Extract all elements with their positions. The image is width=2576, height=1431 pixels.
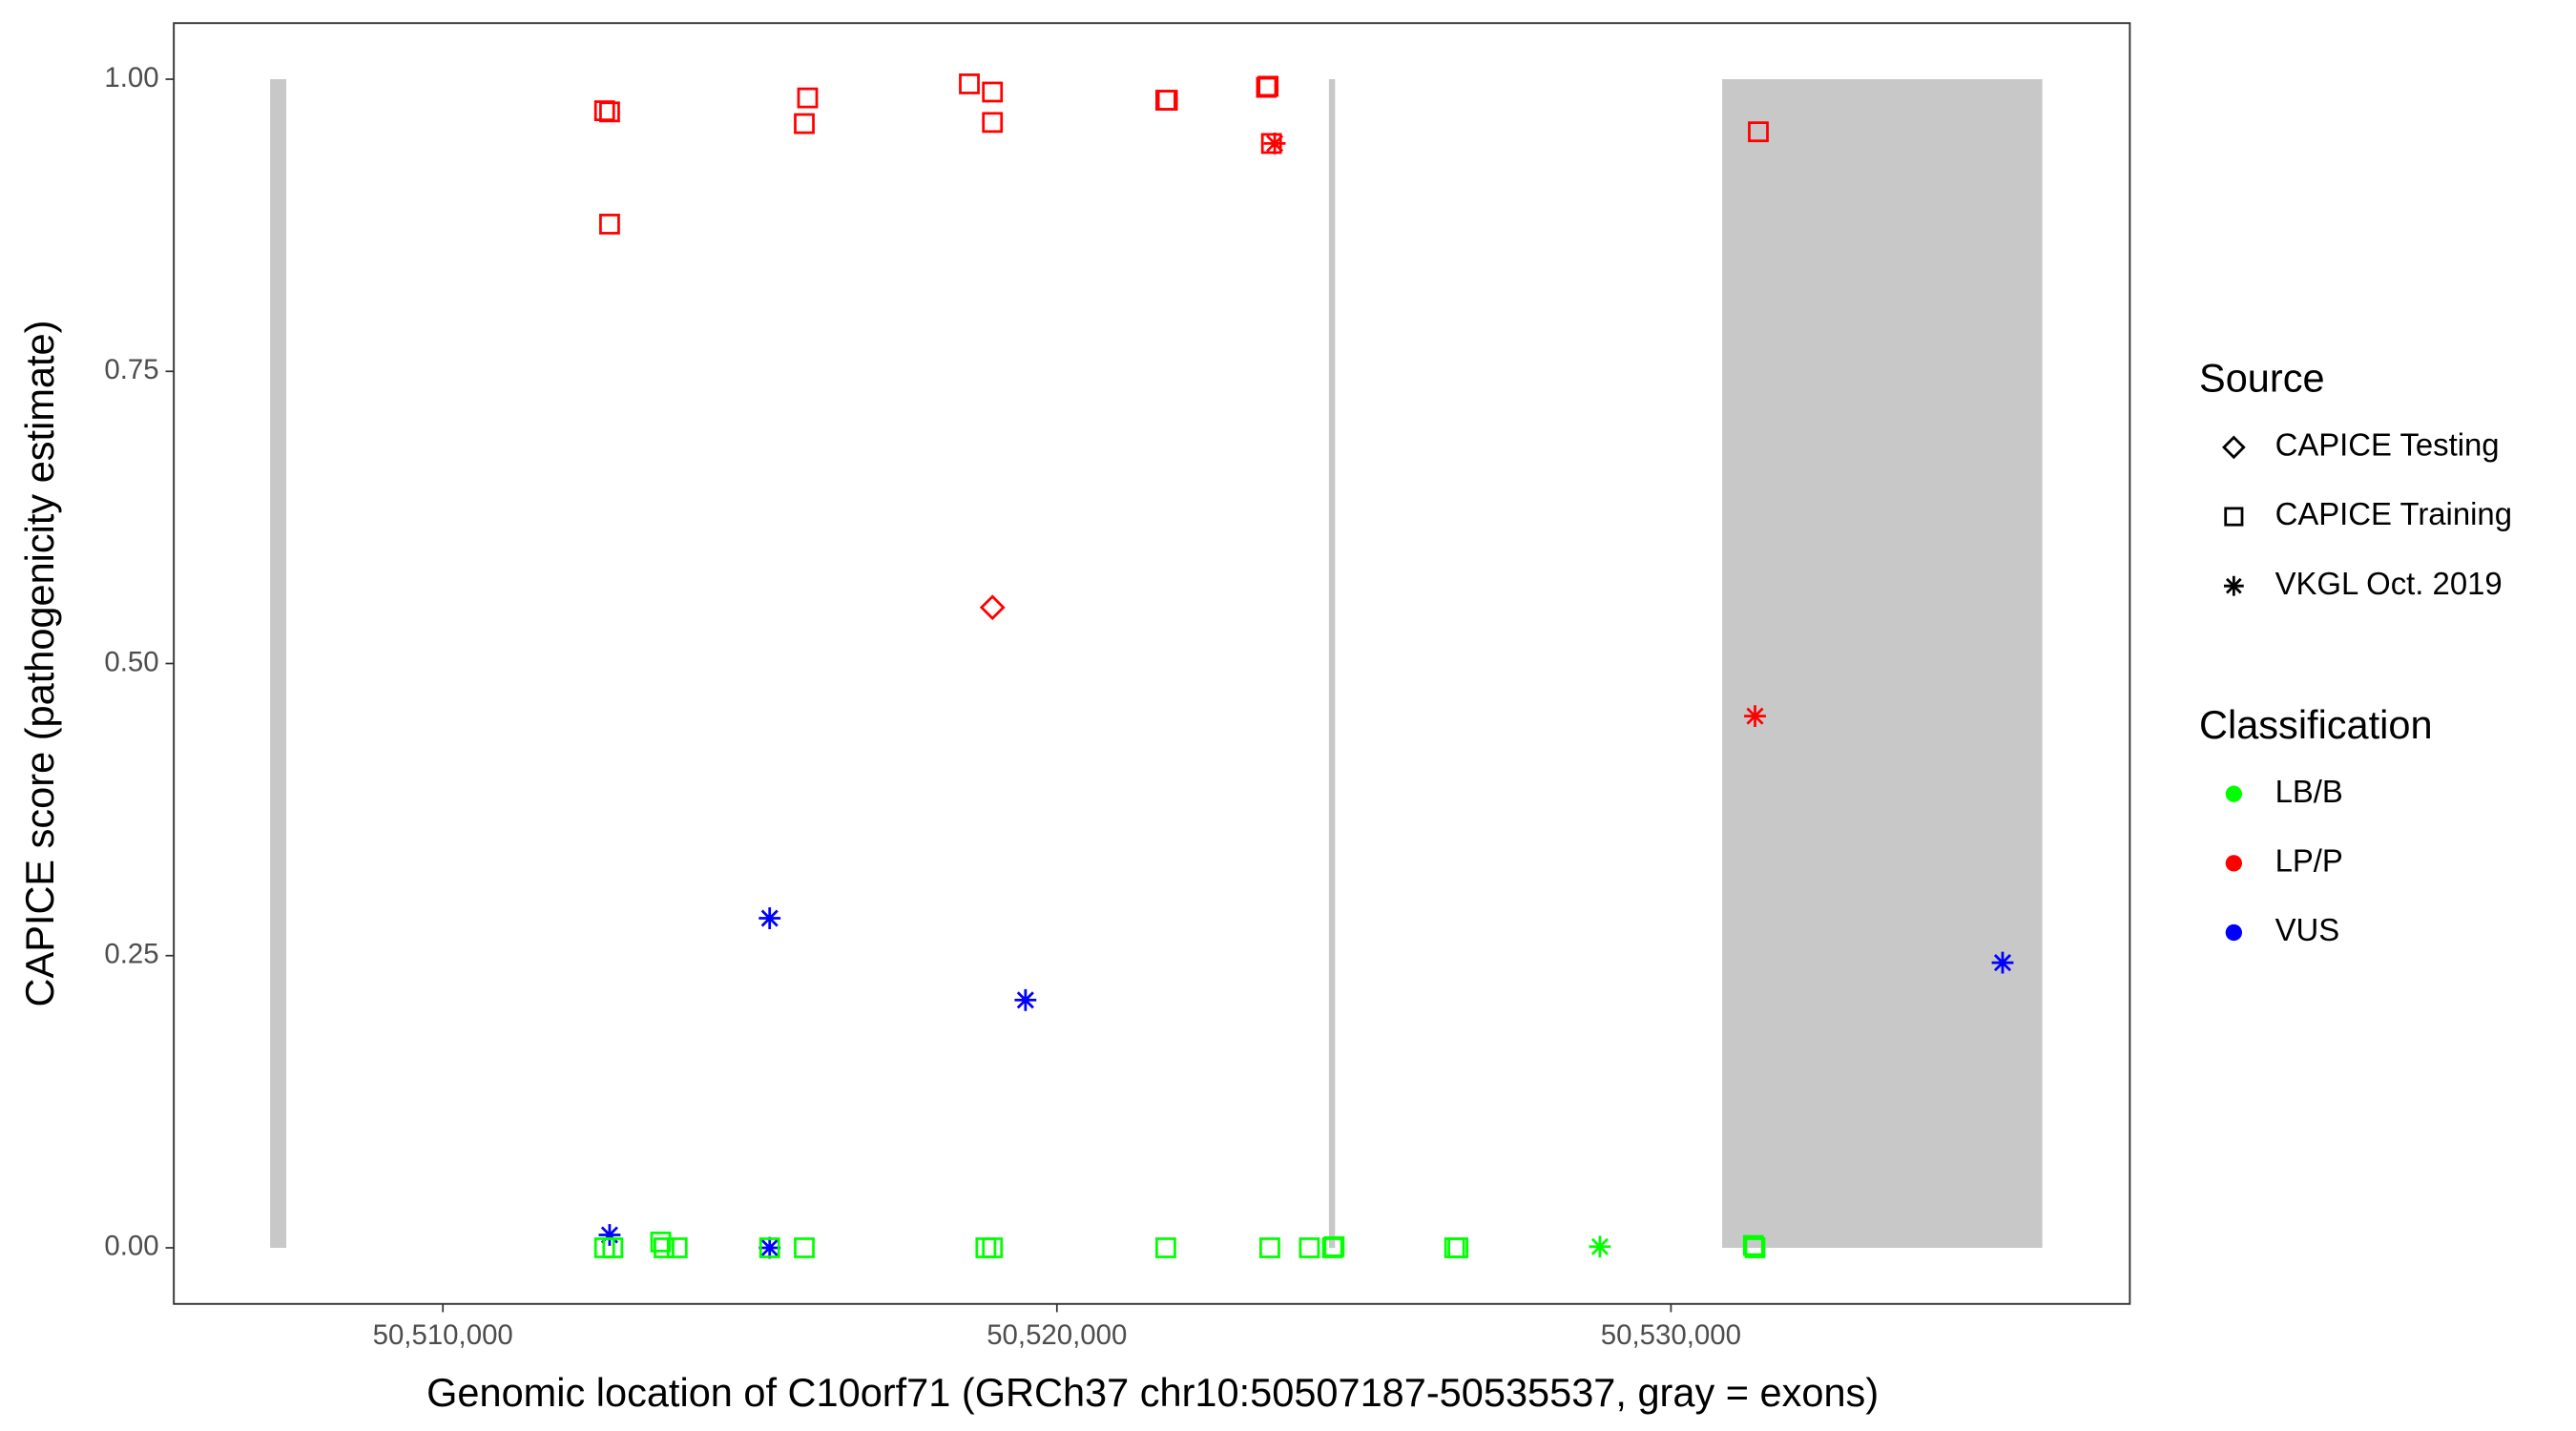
point	[982, 1237, 1004, 1258]
point	[975, 1237, 997, 1258]
y-tick-label: 0.25	[104, 939, 158, 970]
point	[794, 113, 815, 135]
point	[1298, 1237, 1320, 1258]
point	[1259, 1237, 1280, 1258]
x-tick-label: 50,530,000	[1601, 1319, 1741, 1351]
point	[794, 1237, 815, 1258]
point	[1323, 1235, 1345, 1257]
legend-symbol	[2223, 575, 2244, 596]
point	[758, 1236, 781, 1259]
legend-label: CAPICE Testing	[2275, 427, 2500, 463]
point	[593, 100, 615, 121]
point	[654, 1237, 675, 1258]
point	[599, 214, 620, 235]
point	[602, 1237, 624, 1258]
plot-border	[173, 22, 2131, 1305]
point	[598, 1224, 621, 1246]
legend-symbol	[2222, 435, 2246, 460]
point	[1991, 951, 2014, 974]
x-axis-label: Genomic location of C10orf71 (GRCh37 chr…	[426, 1370, 1879, 1415]
point	[979, 594, 1006, 621]
point	[1744, 705, 1766, 728]
legend-label: LP/P	[2275, 843, 2343, 879]
point	[1744, 1237, 1766, 1258]
point	[1156, 90, 1178, 111]
legend-label: CAPICE Training	[2275, 496, 2512, 531]
point	[666, 1237, 688, 1258]
point	[599, 101, 620, 123]
point	[982, 112, 1004, 134]
x-tick-label: 50,520,000	[987, 1319, 1127, 1351]
point	[959, 73, 980, 94]
legend-label: LB/B	[2275, 774, 2343, 809]
point	[650, 1231, 672, 1253]
y-tick-label: 0.00	[104, 1231, 158, 1262]
y-axis-label: CAPICE score (pathogenicity estimate)	[17, 321, 62, 1007]
y-tick-label: 0.50	[104, 646, 158, 677]
exon	[1328, 79, 1336, 1248]
legend-label: VUS	[2275, 912, 2340, 947]
point	[1155, 1237, 1176, 1258]
y-tick-label: 0.75	[104, 354, 158, 385]
point	[758, 907, 781, 929]
point	[1263, 132, 1286, 155]
point	[1589, 1235, 1611, 1258]
x-tick-label: 50,510,000	[373, 1319, 513, 1351]
point	[797, 87, 819, 109]
point	[1447, 1237, 1469, 1258]
exon	[1722, 79, 2043, 1248]
point	[982, 81, 1004, 103]
y-tick-label: 1.00	[104, 62, 158, 93]
point	[1742, 1234, 1764, 1256]
exon	[270, 79, 287, 1248]
legend-symbol	[2225, 923, 2242, 942]
point	[1257, 75, 1279, 97]
point	[1748, 121, 1769, 143]
legend-symbol	[2225, 855, 2242, 872]
legend-title: Source	[2199, 356, 2325, 401]
point	[758, 1237, 780, 1258]
legend-symbol	[2225, 785, 2242, 802]
legend-title: Classification	[2199, 702, 2433, 747]
legend-symbol	[2224, 507, 2244, 527]
point	[1014, 988, 1037, 1011]
legend-label: VKGL Oct. 2019	[2275, 566, 2503, 601]
